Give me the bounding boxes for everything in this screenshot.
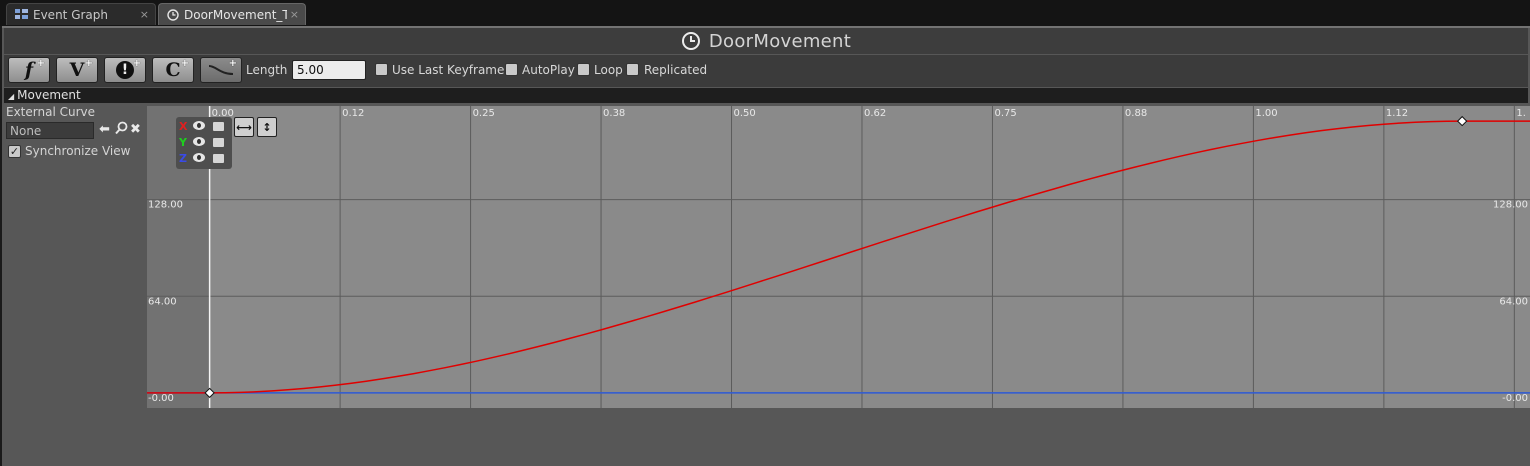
track-header[interactable]: ◢ Movement [4, 88, 1528, 103]
track-settings: External Curve ⬅ ✖ ✓ Synchronize View [4, 104, 144, 404]
x-tick-label: 0.38 [603, 108, 625, 119]
add-external-curve-button[interactable]: + [200, 57, 242, 83]
curve-chart[interactable]: 0.00 0.12 0.25 0.38 0.50 0.62 0.75 0.88 1.00 1.12… [147, 106, 1530, 408]
synchronize-view-label: Synchronize View [25, 144, 131, 158]
vector-track-icon: V [69, 59, 85, 81]
plus-icon: + [84, 58, 93, 69]
loop-label: Loop [594, 63, 623, 77]
graph-icon [15, 9, 28, 20]
eye-icon[interactable] [193, 137, 205, 146]
y-tick-label-left: 64.00 [148, 296, 177, 307]
external-curve-label: External Curve [6, 105, 96, 119]
fit-horizontal-icon: ⟷ [236, 120, 252, 134]
external-curve-field[interactable] [6, 122, 94, 139]
axis-row-z: Z [176, 152, 232, 168]
timeline-toolbar: f + V + ! + C + + Length Use Last Keyfra… [4, 55, 1528, 87]
curve-track-icon [208, 59, 234, 81]
timeline-clock-icon [167, 8, 179, 21]
fit-vertical-button[interactable]: ↕ [257, 117, 277, 137]
y-tick-label-right: -0.00 [1502, 393, 1528, 404]
autoplay-label: AutoPlay [522, 63, 575, 77]
lock-icon[interactable] [213, 122, 224, 131]
x-tick-label: 0.50 [734, 108, 756, 119]
length-label: Length [246, 63, 288, 77]
close-icon[interactable]: × [289, 8, 299, 21]
axis-row-y: Y [176, 136, 232, 152]
y-tick-label-left: 128.00 [148, 200, 183, 211]
timeline-title-bar: DoorMovement [4, 28, 1528, 54]
plus-icon: + [180, 58, 189, 69]
tab-label: DoorMovement_Ter [184, 7, 287, 22]
plus-icon: + [228, 58, 237, 69]
x-tick-label: 0.25 [473, 108, 495, 119]
function-track-icon: f [24, 59, 34, 81]
tab-doormovement-timeline[interactable]: DoorMovement_Ter × [158, 3, 306, 25]
x-tick-label: 0.00 [212, 108, 234, 119]
timeline-editor-panel: DoorMovement f + V + ! + C + + Length Us… [2, 26, 1530, 466]
collapse-arrow-icon[interactable]: ◢ [8, 92, 15, 101]
x-tick-label: 0.75 [994, 108, 1016, 119]
x-tick-label: 1. [1516, 108, 1526, 119]
clock-icon [681, 31, 701, 51]
curve-x-line [147, 120, 1530, 394]
use-last-keyframe-label: Use Last Keyframe? [392, 63, 511, 77]
synchronize-view-checkbox[interactable]: ✓ [8, 145, 21, 158]
y-tick-label-right: 128.00 [1493, 200, 1528, 211]
track-name: Movement [17, 88, 81, 102]
add-vector-track-button[interactable]: V + [56, 57, 98, 83]
fit-vertical-icon: ↕ [262, 120, 272, 134]
add-color-track-button[interactable]: C + [152, 57, 194, 83]
lock-icon[interactable] [213, 154, 224, 163]
x-tick-label: 0.62 [864, 108, 886, 119]
eye-icon[interactable] [193, 153, 205, 162]
curve-graph[interactable]: 0.00 0.12 0.25 0.38 0.50 0.62 0.75 0.88 1.00 1.12… [147, 106, 1530, 408]
replicated-label: Replicated [644, 63, 708, 77]
replicated-checkbox[interactable] [626, 63, 639, 76]
x-tick-label: 1.12 [1386, 108, 1408, 119]
event-track-icon: ! [116, 61, 134, 79]
x-tick-label: 1.00 [1255, 108, 1277, 119]
axis-row-x: X [176, 120, 232, 136]
browse-magnifier-icon[interactable] [115, 121, 128, 139]
axis-label-y: Y [179, 136, 187, 149]
graph-background [147, 106, 1530, 408]
length-input[interactable] [292, 60, 366, 80]
x-tick-label: 0.88 [1125, 108, 1147, 119]
plus-icon: + [132, 58, 141, 69]
clear-x-icon[interactable]: ✖ [130, 122, 141, 137]
lock-icon[interactable] [213, 138, 224, 147]
curve-visibility-controls: X Y Z [176, 117, 232, 169]
color-track-icon: C [165, 59, 181, 81]
add-float-track-button[interactable]: f + [8, 57, 50, 83]
axis-label-x: X [179, 120, 188, 133]
use-last-keyframe-checkbox[interactable] [375, 63, 388, 76]
axis-label-z: Z [179, 152, 187, 165]
timeline-title: DoorMovement [708, 30, 852, 52]
keyframe-point[interactable] [1456, 115, 1468, 127]
plus-icon: + [36, 58, 45, 69]
tab-event-graph[interactable]: Event Graph × [6, 3, 156, 25]
eye-icon[interactable] [193, 121, 205, 130]
document-tab-bar: Event Graph × DoorMovement_Ter × [0, 0, 1530, 26]
add-event-track-button[interactable]: ! + [104, 57, 146, 83]
loop-checkbox[interactable] [577, 63, 590, 76]
autoplay-checkbox[interactable] [505, 63, 518, 76]
x-tick-label: 0.12 [342, 108, 364, 119]
tab-label: Event Graph [33, 7, 108, 22]
y-tick-label-right: 64.00 [1499, 296, 1528, 307]
y-tick-label-left: -0.00 [148, 393, 174, 404]
fit-horizontal-button[interactable]: ⟷ [234, 117, 254, 137]
keyframe-point[interactable] [204, 387, 215, 399]
close-icon[interactable]: × [139, 8, 149, 21]
use-selected-arrow-icon[interactable]: ⬅ [99, 122, 110, 137]
